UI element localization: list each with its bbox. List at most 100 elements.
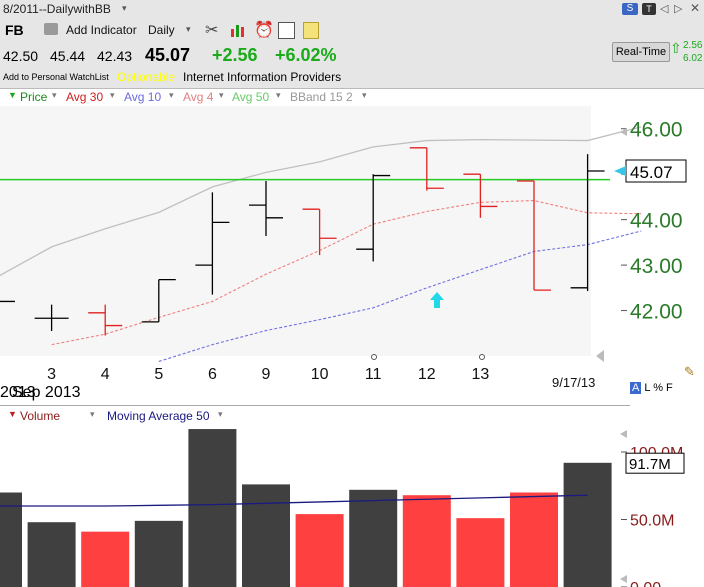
- title-bar: 8/2011--DailywithBB ▾ S T ◁ ▷ ✕: [0, 0, 704, 18]
- price-axis-label: 43.00: [630, 255, 683, 278]
- note-icon[interactable]: [303, 22, 319, 39]
- last-price: 45.07: [145, 45, 191, 65]
- avg4-dropdown-icon[interactable]: ▾: [219, 90, 224, 100]
- add-indicator-button[interactable]: Add Indicator: [66, 23, 137, 37]
- last-price-label: 45.07: [630, 163, 673, 182]
- price-change: +2.56: [212, 45, 258, 65]
- scale-a-button[interactable]: A: [630, 382, 642, 394]
- side-change-pct: 6.02: [683, 53, 703, 64]
- up-arrow-icon: ⇧: [670, 40, 682, 56]
- volume-bar: [510, 492, 558, 587]
- ohlc-bar: [302, 208, 337, 256]
- legend-volume[interactable]: Volume: [20, 409, 61, 423]
- volume-scroll-down-icon: [620, 575, 627, 583]
- date-label: 9/17/13: [552, 375, 595, 388]
- volume-bar: [295, 514, 344, 587]
- period-select[interactable]: Daily: [148, 23, 175, 37]
- tools-icon[interactable]: ✂: [205, 22, 219, 39]
- ohlc-bar: [141, 278, 176, 323]
- optionable-label: Optionable: [117, 70, 176, 84]
- volume-scroll-up-icon: [620, 430, 627, 438]
- last-price-marker-icon: [614, 166, 626, 176]
- scale-pct-button[interactable]: %: [653, 382, 663, 394]
- ohlc-bar: [249, 181, 283, 236]
- scale-l-button[interactable]: L: [644, 382, 651, 394]
- price-change-pct: +6.02%: [275, 45, 337, 65]
- scroll-up-icon: [620, 128, 627, 136]
- ohlc-bar: [463, 173, 498, 218]
- scale-f-button[interactable]: F: [666, 382, 673, 394]
- legend-price[interactable]: Price: [20, 90, 48, 104]
- ohlc-bar: [34, 304, 69, 331]
- volume-moving-average-line: [0, 494, 588, 507]
- last-volume-label: 91.7M: [629, 456, 671, 473]
- x-axis-label: 3: [47, 366, 56, 383]
- pencil-icon[interactable]: ✎: [684, 364, 695, 379]
- bband-dropdown-icon[interactable]: ▾: [362, 90, 367, 100]
- legend-moving-average[interactable]: Moving Average 50: [107, 409, 210, 423]
- price-chart[interactable]: 46.0045.0044.0043.0042.0045.073456910111…: [0, 88, 704, 388]
- x-axis-label: 5: [154, 366, 163, 383]
- ma-dropdown-icon[interactable]: ▾: [218, 409, 223, 419]
- period-dropdown-icon[interactable]: ▾: [186, 24, 191, 34]
- volume-bar: [349, 489, 398, 587]
- volume-legend-caret-icon[interactable]: ▼: [8, 409, 17, 419]
- avg50-dropdown-icon[interactable]: ▾: [276, 90, 281, 100]
- volume-bar: [242, 484, 290, 587]
- period-label: Sep 2013: [12, 384, 81, 401]
- legend-avg10[interactable]: Avg 10: [124, 90, 162, 104]
- back-arrow-icon[interactable]: ◁: [660, 3, 669, 15]
- price-axis-label: 42.00: [630, 301, 683, 324]
- low-price: 42.43: [97, 48, 133, 64]
- volume-axis-label: 50.0M: [630, 513, 674, 530]
- symbol-label[interactable]: FB: [5, 22, 24, 38]
- ohlc-bar: [409, 147, 444, 191]
- price-axis-label: 46.00: [630, 119, 683, 142]
- volume-bar: [456, 518, 505, 587]
- legend-bband[interactable]: BBand 15 2: [290, 90, 353, 104]
- pane-separator[interactable]: [0, 405, 630, 406]
- close-icon[interactable]: ✕: [690, 1, 701, 15]
- x-axis-marker: [371, 354, 377, 360]
- scale-buttons: A L % F: [630, 382, 673, 394]
- x-axis-label: 13: [472, 366, 490, 383]
- ohlc-bar: [88, 304, 123, 336]
- add-to-watchlist-link[interactable]: Add to Personal WatchList: [3, 72, 109, 82]
- high-price: 45.44: [50, 48, 86, 64]
- tv-icon[interactable]: T: [642, 3, 656, 15]
- volume-legend: ▼ Volume ▾ Moving Average 50 ▾: [0, 407, 630, 425]
- ohlc-bar: [195, 192, 230, 295]
- legend-avg4[interactable]: Avg 4: [183, 90, 214, 104]
- ghost-year-label: 2013: [0, 384, 36, 401]
- volume-bar: [0, 492, 22, 587]
- add-indicator-icon[interactable]: [44, 23, 58, 35]
- x-axis-marker: [479, 354, 485, 360]
- volume-bar: [563, 462, 612, 587]
- bar-chart-icon[interactable]: [230, 23, 246, 37]
- avg30-line: [51, 199, 642, 346]
- price-dropdown-icon[interactable]: ▾: [52, 90, 57, 100]
- chart-title[interactable]: 8/2011--DailywithBB: [3, 2, 111, 16]
- realtime-button[interactable]: Real-Time: [612, 42, 670, 62]
- volume-dropdown-icon[interactable]: ▾: [90, 409, 95, 419]
- avg10-dropdown-icon[interactable]: ▾: [169, 90, 174, 100]
- ohlc-bar: [356, 174, 391, 262]
- grid-table-icon[interactable]: [278, 22, 295, 39]
- avg30-dropdown-icon[interactable]: ▾: [110, 90, 115, 100]
- last-volume-box: [625, 452, 685, 474]
- side-change: 2.56: [683, 40, 703, 51]
- title-dropdown-icon[interactable]: ▾: [122, 3, 127, 13]
- quote-bar: 42.50 45.44 42.43 45.07 +2.56 +6.02% Add…: [0, 42, 704, 89]
- scroll-left-icon: [596, 350, 604, 362]
- x-axis-label: 6: [208, 366, 217, 383]
- forward-arrow-icon[interactable]: ▷: [674, 3, 683, 15]
- s-logo-icon[interactable]: S: [622, 3, 638, 15]
- legend-avg30[interactable]: Avg 30: [66, 90, 104, 104]
- price-legend-caret-icon[interactable]: ▼: [8, 90, 17, 100]
- signal-arrow-icon: [430, 292, 444, 308]
- volume-chart[interactable]: 100.0M50.0M0.0091.7M: [0, 425, 704, 587]
- x-axis-label: 12: [418, 366, 436, 383]
- legend-avg50[interactable]: Avg 50: [232, 90, 270, 104]
- volume-axis-label: 0.00: [630, 580, 661, 587]
- alarm-clock-icon[interactable]: ⏰: [254, 22, 274, 39]
